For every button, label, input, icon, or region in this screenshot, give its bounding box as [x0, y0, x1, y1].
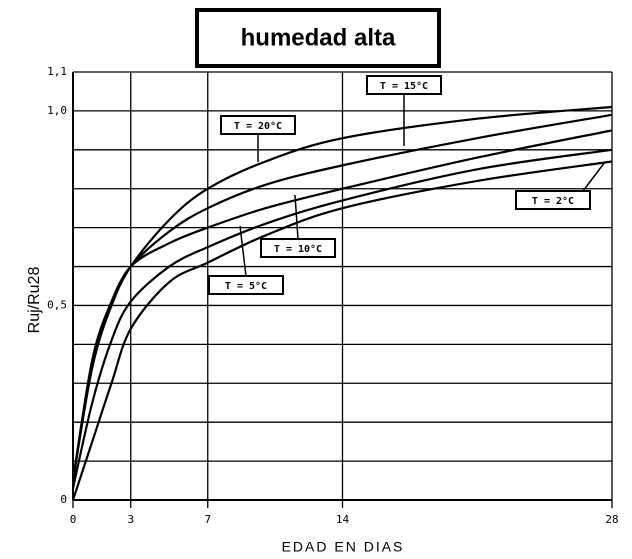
chart-title: humedad alta — [241, 24, 396, 51]
x-axis-label: EDAD EN DIAS — [282, 539, 405, 555]
y-tick-label: 1,0 — [47, 104, 67, 117]
series-line — [71, 129, 613, 481]
label-pointer — [582, 161, 606, 192]
label-box — [260, 238, 336, 258]
y-tick-label: 0,5 — [47, 298, 67, 311]
label-box — [515, 190, 591, 210]
series-label: T = 2°C — [532, 196, 574, 207]
series-label: T = 20°C — [234, 121, 282, 132]
label-pointer — [239, 225, 247, 277]
y-tick-label: 1,1 — [47, 65, 67, 78]
title-box — [195, 8, 441, 68]
x-tick-label: 0 — [70, 513, 77, 526]
label-box — [220, 115, 296, 135]
series-line — [71, 113, 613, 481]
label-box — [366, 75, 442, 95]
series-label: T = 10°C — [274, 244, 322, 255]
label-pointer — [294, 194, 299, 240]
y-tick-label: 0 — [60, 493, 67, 506]
series-line — [71, 160, 613, 501]
series-line — [71, 148, 613, 489]
x-tick-label: 14 — [336, 513, 350, 526]
y-axis-label: Ruj/Ru28 — [26, 267, 43, 334]
x-tick-label: 3 — [127, 513, 134, 526]
label-box — [208, 275, 284, 295]
series-label: T = 15°C — [380, 81, 428, 92]
x-tick-label: 7 — [204, 513, 211, 526]
x-tick-label: 28 — [605, 513, 618, 526]
series-label: T = 5°C — [225, 281, 267, 292]
